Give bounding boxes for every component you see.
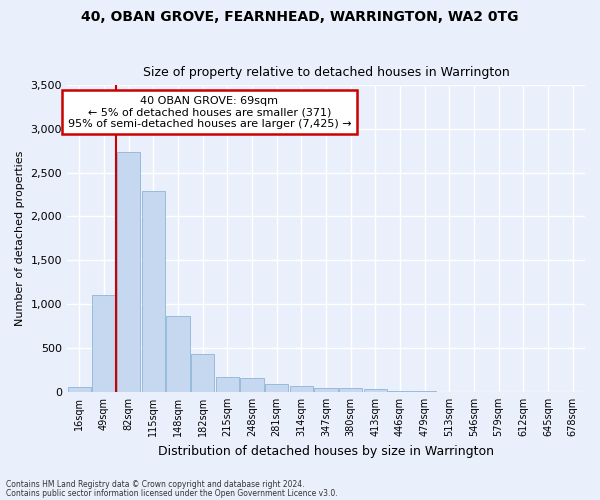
- Bar: [364, 390, 387, 392]
- Bar: [241, 378, 264, 392]
- Bar: [215, 378, 239, 392]
- Y-axis label: Number of detached properties: Number of detached properties: [15, 150, 25, 326]
- Bar: [166, 316, 190, 392]
- Text: Contains public sector information licensed under the Open Government Licence v3: Contains public sector information licen…: [6, 488, 338, 498]
- Bar: [92, 296, 116, 392]
- Text: Contains HM Land Registry data © Crown copyright and database right 2024.: Contains HM Land Registry data © Crown c…: [6, 480, 305, 489]
- Text: 40 OBAN GROVE: 69sqm
← 5% of detached houses are smaller (371)
95% of semi-detac: 40 OBAN GROVE: 69sqm ← 5% of detached ho…: [68, 96, 351, 129]
- Bar: [68, 387, 91, 392]
- X-axis label: Distribution of detached houses by size in Warrington: Distribution of detached houses by size …: [158, 444, 494, 458]
- Title: Size of property relative to detached houses in Warrington: Size of property relative to detached ho…: [143, 66, 509, 80]
- Bar: [142, 191, 165, 392]
- Bar: [191, 354, 214, 392]
- Bar: [314, 388, 338, 392]
- Bar: [339, 388, 362, 392]
- Bar: [117, 152, 140, 392]
- Bar: [265, 384, 289, 392]
- Text: 40, OBAN GROVE, FEARNHEAD, WARRINGTON, WA2 0TG: 40, OBAN GROVE, FEARNHEAD, WARRINGTON, W…: [81, 10, 519, 24]
- Bar: [290, 386, 313, 392]
